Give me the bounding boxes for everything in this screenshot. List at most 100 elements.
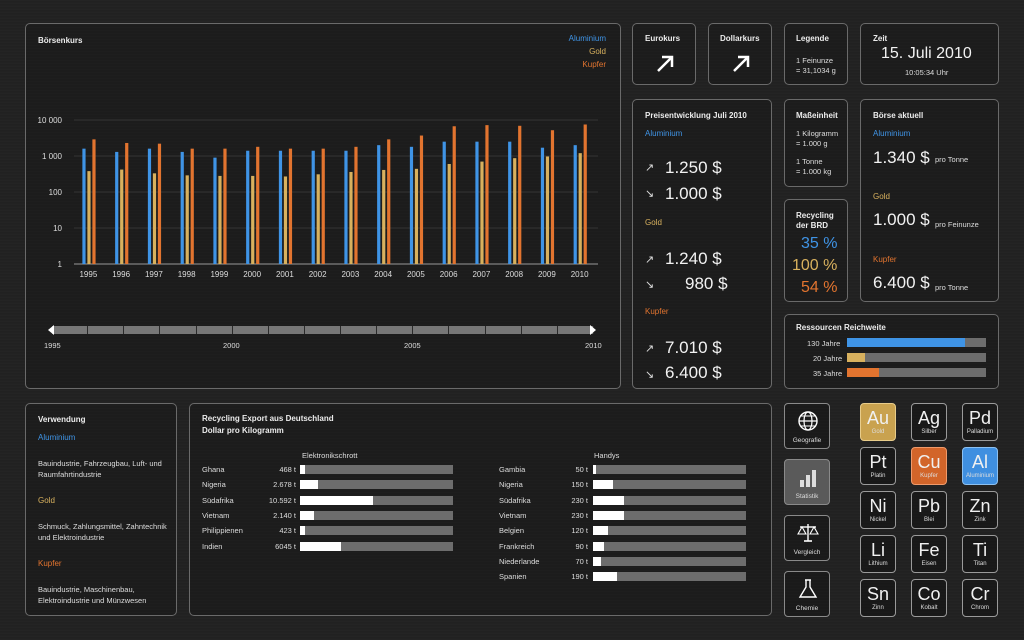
timeline-segment[interactable] — [304, 326, 342, 334]
boerse-title: Börse aktuell — [873, 111, 924, 120]
bar-kupfer-1997 — [157, 143, 162, 264]
schrott-bar — [300, 480, 453, 490]
verwendung-panel: Verwendung Aluminium Bauindustrie, Fahrz… — [25, 403, 177, 616]
element-tile-aluminium[interactable]: Al Aluminium — [962, 447, 998, 485]
timeline-segment[interactable] — [341, 326, 378, 334]
timeline-segment[interactable] — [413, 326, 450, 334]
recycling-title2: der BRD — [796, 221, 829, 230]
bar-aluminium-2009 — [540, 147, 545, 264]
element-tile-chrom[interactable]: Cr Chrom — [962, 579, 998, 617]
element-name: Silber — [921, 429, 937, 435]
timeline-segment[interactable] — [196, 326, 233, 334]
timeline-handle-left[interactable] — [48, 325, 54, 335]
element-symbol: Zn — [969, 496, 991, 516]
bar-kupfer-2008 — [518, 125, 522, 264]
bar-aluminium-2008 — [508, 141, 512, 264]
bar-aluminium-2004 — [377, 145, 381, 264]
bar-chart-icon — [800, 470, 816, 487]
legende-line2: = 31,1034 g — [796, 66, 836, 75]
element-tile-silber[interactable]: Ag Silber — [911, 403, 947, 441]
handys-bar — [593, 465, 746, 474]
bar-kupfer-2002 — [321, 148, 325, 264]
timeline-segment[interactable] — [232, 326, 269, 334]
bar-kupfer-1995 — [92, 139, 96, 264]
schrott-title: Elektronikschrott — [302, 451, 358, 460]
handys-country: Belgien — [499, 526, 525, 536]
nav-statistik-button[interactable]: Statistik — [784, 459, 830, 505]
handys-bar-fill — [593, 465, 597, 474]
bar-gold-2005 — [414, 168, 419, 264]
timeline-segment[interactable] — [52, 326, 89, 334]
timeline-segment[interactable] — [377, 326, 414, 334]
nav-statistik-label: Statistik — [795, 493, 819, 500]
preis-title: Preisentwicklung Juli 2010 — [645, 111, 747, 120]
bar-aluminium-2003 — [344, 150, 348, 264]
preis-al-down: 1.000 $ — [665, 184, 722, 203]
timeline-segment[interactable] — [449, 326, 486, 334]
element-tile-palladium[interactable]: Pd Palladium — [962, 403, 998, 441]
legend-gold: Gold — [589, 47, 606, 56]
nav-chemie-button[interactable]: Chemie — [784, 571, 830, 617]
element-tile-blei[interactable]: Pb Blei — [911, 491, 947, 529]
timeline-segment[interactable] — [88, 326, 125, 334]
nav-vergleich-button[interactable]: Vergleich — [784, 515, 830, 561]
x-tick-label: 2003 — [341, 270, 359, 279]
element-symbol: Co — [917, 584, 941, 604]
eurokurs-tile[interactable]: Eurokurs — [632, 23, 696, 85]
element-tile-nickel[interactable]: Ni Nickel — [860, 491, 896, 529]
schrott-bar-fill — [300, 480, 319, 490]
dollarkurs-tile[interactable]: Dollarkurs — [708, 23, 772, 85]
verwendung-cu: Kupfer — [38, 559, 62, 568]
reichweite-fill-au — [847, 353, 866, 362]
timeline-segment[interactable] — [557, 326, 594, 334]
bar-gold-2010 — [578, 153, 582, 264]
timeline-handle-right[interactable] — [590, 325, 596, 335]
handys-country: Südafrika — [499, 495, 531, 505]
timeline-segment[interactable] — [268, 326, 305, 334]
verwendung-cu-text: Bauindustrie, Maschinenbau, Elektroindus… — [38, 585, 147, 605]
reichweite-title: Ressourcen Reichweite — [796, 323, 886, 332]
bar-kupfer-2007 — [485, 125, 489, 264]
element-tile-kupfer[interactable]: Cu Kupfer — [911, 447, 947, 485]
bar-gold-2000 — [251, 175, 255, 264]
schrott-bar-fill — [300, 526, 305, 536]
bar-kupfer-1996 — [125, 142, 129, 264]
element-name: Zinn — [872, 605, 884, 611]
legend-aluminium: Aluminium — [568, 34, 606, 43]
bar-gold-2004 — [382, 169, 386, 264]
boerse-al-value: 1.340 $ — [873, 148, 930, 167]
bar-kupfer-2009 — [550, 130, 555, 264]
element-tile-zinn[interactable]: Sn Zinn — [860, 579, 896, 617]
timeline-segment[interactable] — [160, 326, 197, 334]
zeit-title: Zeit — [873, 34, 888, 43]
timeline-segment[interactable] — [485, 326, 522, 334]
timeline-segment[interactable] — [521, 326, 558, 334]
timeline-segment[interactable] — [124, 326, 161, 334]
verwendung-al-text: Bauindustrie, Fahrzeugbau, Luft- und Rau… — [38, 459, 162, 479]
schrott-bar-fill — [300, 541, 342, 551]
handys-bar-fill — [593, 480, 613, 490]
element-tile-titan[interactable]: Ti Titan — [962, 535, 998, 573]
handys-bar-fill — [593, 556, 601, 566]
element-name: Nickel — [869, 517, 887, 523]
nav-geografie-button[interactable]: Geografie — [784, 403, 830, 449]
element-symbol: Cr — [970, 584, 990, 604]
element-symbol: Sn — [866, 584, 890, 604]
boerse-cu-value: 6.400 $ — [873, 273, 930, 292]
recycling-au: 100 % — [792, 257, 838, 274]
y-tick-label: 10 — [53, 224, 62, 233]
dollarkurs-title: Dollarkurs — [720, 34, 760, 43]
element-tile-eisen[interactable]: Fe Eisen — [911, 535, 947, 573]
flask-icon — [798, 579, 818, 598]
arrow-up-right-icon — [733, 55, 750, 72]
element-tile-gold[interactable]: Au Gold — [860, 403, 896, 441]
preis-au-name: Gold — [645, 218, 662, 227]
element-tile-lithium[interactable]: Li Lithium — [860, 535, 896, 573]
element-tile-kobalt[interactable]: Co Kobalt — [911, 579, 947, 617]
element-tile-zink[interactable]: Zn Zink — [962, 491, 998, 529]
element-name: Platin — [870, 473, 886, 479]
element-tile-platin[interactable]: Pt Platin — [860, 447, 896, 485]
handys-country: Nigeria — [499, 480, 523, 490]
timeline-slider[interactable] — [52, 326, 594, 334]
x-tick-label: 1996 — [112, 270, 130, 279]
